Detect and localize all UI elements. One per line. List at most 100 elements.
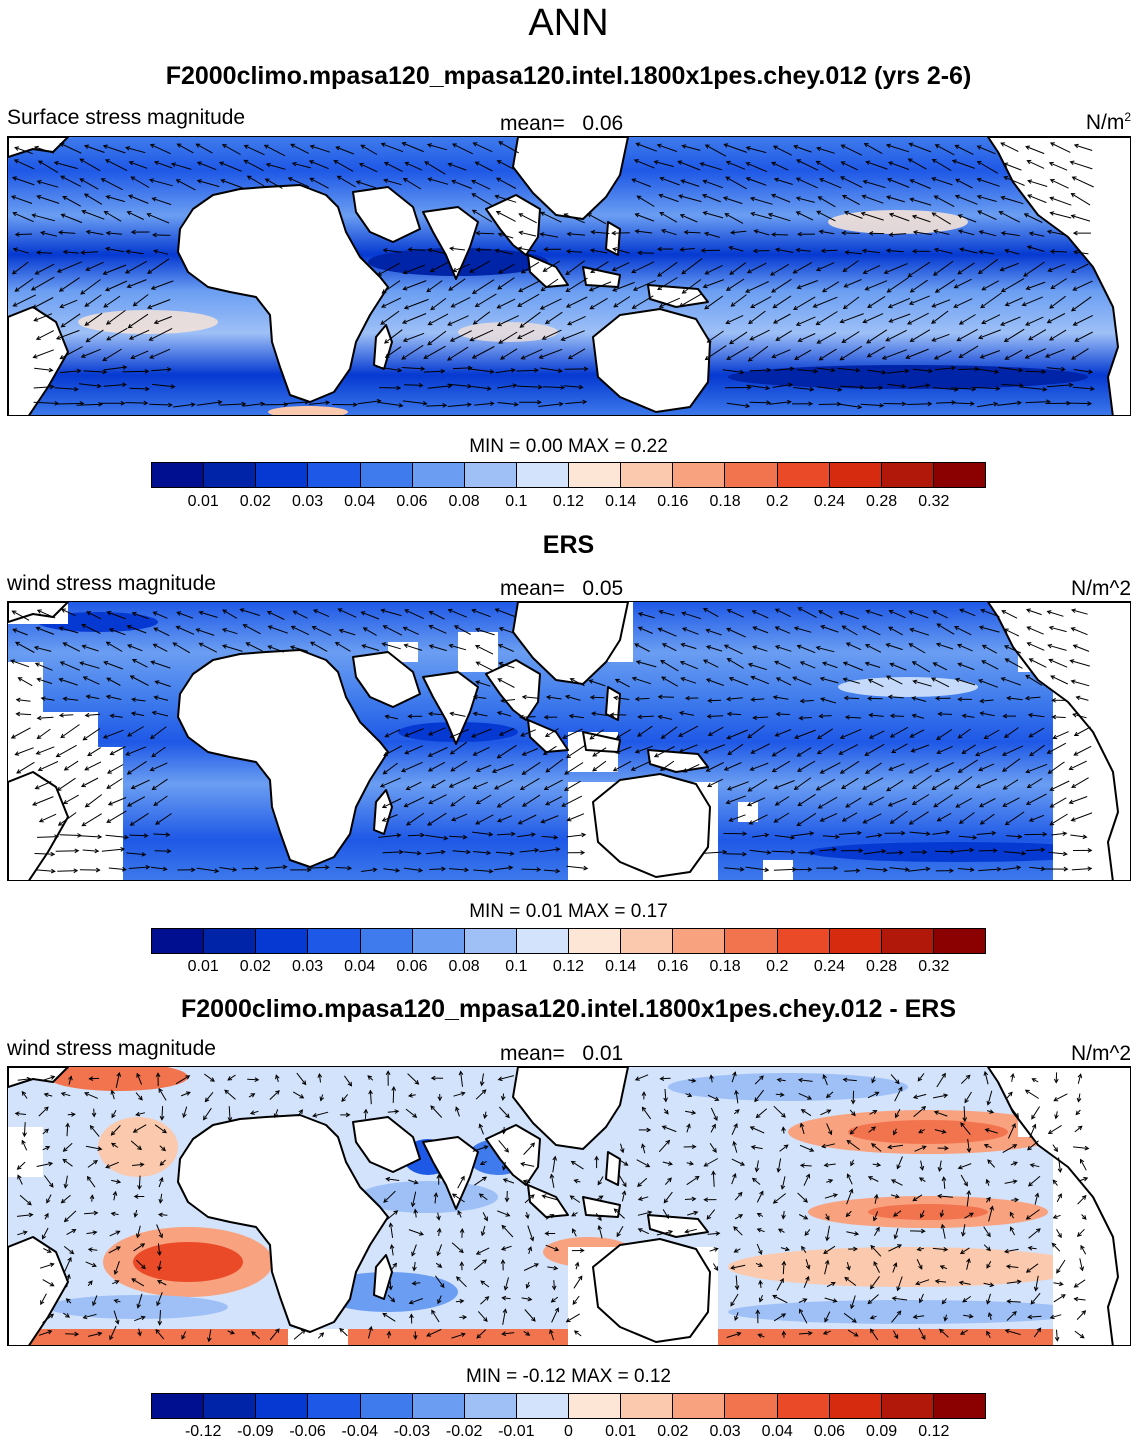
wind-vector [730,294,747,307]
wind-vector [520,777,540,790]
wind-vector-head [758,1279,763,1285]
wind-vector-head [150,660,156,665]
wind-vector-head [887,802,893,807]
wind-vector-head [110,1130,116,1136]
wind-vector-head [774,732,780,737]
wind-vector [12,177,35,186]
wind-vector-head [149,143,155,149]
wind-vector-head [750,211,756,217]
wind-vector [706,1209,716,1220]
wind-vector [107,764,124,774]
wind-vector [681,180,700,187]
wind-vector [726,402,750,407]
colorbar-swatch [256,929,309,953]
wind-vector-head [621,1190,627,1196]
wind-vector-head [841,817,847,822]
wind-vector-head [426,143,432,148]
wind-vector [678,195,702,203]
wind-vector [81,348,101,358]
wind-vector-head [82,1314,88,1320]
wind-vector-head [127,732,133,737]
wind-vector-head [467,383,473,389]
wind-vector [1025,849,1045,852]
wind-vector-head [754,1167,760,1173]
wind-vector [1026,1263,1039,1273]
wind-vector [428,249,446,255]
wind-vector [931,310,949,324]
wind-vector [32,796,54,806]
wind-vector [659,610,675,616]
wind-vector-head [953,785,959,790]
wind-vector [382,798,402,808]
wind-vector [481,1225,486,1236]
wind-vector-head [781,1330,787,1336]
wind-vector [986,1331,991,1338]
wind-vector-head [40,696,46,701]
wind-vector-head [825,1093,831,1099]
wind-vector-head [966,1258,971,1264]
colorbar-swatch [621,929,674,953]
wind-vector-head [745,403,751,409]
wind-vector-head [658,303,664,308]
wind-vector-head [976,177,982,183]
wind-vector-head [35,750,41,755]
wind-vector-head [102,144,108,149]
wind-vector-head [906,320,912,325]
wind-vector [42,1279,54,1287]
wind-vector [265,178,283,189]
wind-vector [934,367,956,371]
wind-vector-head [447,356,452,361]
wind-vector-head [713,1247,719,1252]
colorbar-swatch [204,1394,257,1418]
wind-vector [150,368,171,372]
wind-vector [456,1276,467,1288]
wind-vector-head [54,834,60,840]
wind-vector-head [133,1212,139,1218]
wind-vector-head [912,1094,918,1099]
wind-vector-head [895,1113,900,1119]
wind-vector [1025,401,1050,404]
wind-vector [360,144,378,155]
wind-vector-head [909,733,915,738]
wind-vector-head [1004,301,1010,307]
wind-vector [959,609,976,617]
wind-vector-head [830,367,836,373]
wind-vector-head [820,248,826,254]
wind-vector-head [475,661,481,666]
colorbar-tick-label: 0.32 [918,958,950,975]
wind-vector [541,815,559,823]
wind-vector-head [726,627,732,632]
wind-vector [1025,1089,1039,1099]
wind-vector [977,178,1000,187]
wind-vector-head [1046,610,1052,615]
wind-vector-head [355,180,361,185]
wind-vector [846,1210,852,1217]
wind-vector [152,383,175,388]
wind-vector [1050,212,1072,219]
wind-vector [564,762,584,775]
wind-vector-head [977,210,983,215]
wind-vector [518,213,537,224]
wind-vector-head [737,1191,743,1197]
wind-vector-head [986,1299,991,1305]
wind-vector-head [911,800,917,805]
wind-vector-head [287,177,293,182]
wind-vector-head [32,354,38,359]
wind-vector [130,675,149,686]
wind-vector-head [127,644,133,649]
colorbar-tick-label: 0.06 [396,958,428,975]
wind-vector-head [95,867,101,873]
wind-vector [504,1277,509,1290]
wind-vector [777,1079,786,1082]
wind-vector [497,277,515,290]
wind-vector-head [554,1307,559,1313]
wind-vector-head [81,821,87,827]
wind-vector [863,813,882,824]
wind-vector-head [979,711,985,716]
wind-vector [59,370,81,374]
wind-vector [292,162,311,169]
wind-vector-head [43,1092,49,1098]
wind-vector-head [957,662,963,667]
wind-vector-head [860,211,866,217]
wind-vector [840,728,862,739]
